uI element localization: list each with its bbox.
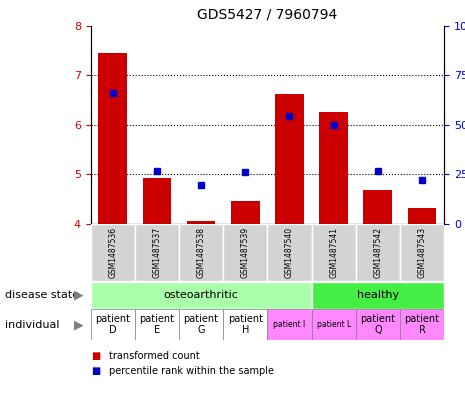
Bar — [179, 309, 223, 340]
Text: GSM1487539: GSM1487539 — [241, 227, 250, 278]
Text: GSM1487543: GSM1487543 — [418, 227, 426, 278]
Bar — [91, 224, 135, 281]
Text: osteoarthritic: osteoarthritic — [164, 290, 239, 300]
Title: GDS5427 / 7960794: GDS5427 / 7960794 — [197, 7, 338, 22]
Bar — [91, 282, 312, 309]
Bar — [312, 309, 356, 340]
Text: percentile rank within the sample: percentile rank within the sample — [109, 366, 274, 376]
Text: healthy: healthy — [357, 290, 399, 300]
Bar — [356, 309, 400, 340]
Text: patient
E: patient E — [140, 314, 174, 335]
Text: ▶: ▶ — [74, 288, 84, 302]
Bar — [312, 282, 444, 309]
Text: patient
R: patient R — [405, 314, 439, 335]
Text: GSM1487536: GSM1487536 — [108, 227, 117, 278]
Text: GSM1487540: GSM1487540 — [285, 227, 294, 278]
Text: patient I: patient I — [273, 320, 306, 329]
Text: patient
H: patient H — [228, 314, 263, 335]
Bar — [99, 53, 127, 224]
Bar — [223, 309, 267, 340]
Text: individual: individual — [5, 320, 59, 330]
Bar — [267, 224, 312, 281]
Bar — [179, 224, 223, 281]
Bar — [408, 208, 436, 224]
Text: patient
D: patient D — [95, 314, 130, 335]
Text: ▶: ▶ — [74, 318, 84, 331]
Bar — [231, 201, 259, 224]
Bar — [364, 190, 392, 224]
Bar — [319, 112, 348, 224]
Bar — [91, 309, 135, 340]
Text: GSM1487537: GSM1487537 — [153, 227, 161, 278]
Bar — [400, 224, 444, 281]
Bar — [143, 178, 171, 224]
Text: GSM1487542: GSM1487542 — [373, 227, 382, 278]
Bar — [135, 309, 179, 340]
Text: patient
G: patient G — [184, 314, 219, 335]
Text: ■: ■ — [91, 366, 100, 376]
Bar — [356, 224, 400, 281]
Text: patient
Q: patient Q — [360, 314, 395, 335]
Text: GSM1487541: GSM1487541 — [329, 227, 338, 278]
Text: GSM1487538: GSM1487538 — [197, 227, 206, 278]
Bar — [312, 224, 356, 281]
Bar — [267, 309, 312, 340]
Bar — [187, 220, 215, 224]
Bar — [275, 94, 304, 224]
Text: patient L: patient L — [317, 320, 351, 329]
Bar — [223, 224, 267, 281]
Text: ■: ■ — [91, 351, 100, 361]
Bar — [400, 309, 444, 340]
Text: transformed count: transformed count — [109, 351, 200, 361]
Bar — [135, 224, 179, 281]
Text: disease state: disease state — [5, 290, 79, 300]
